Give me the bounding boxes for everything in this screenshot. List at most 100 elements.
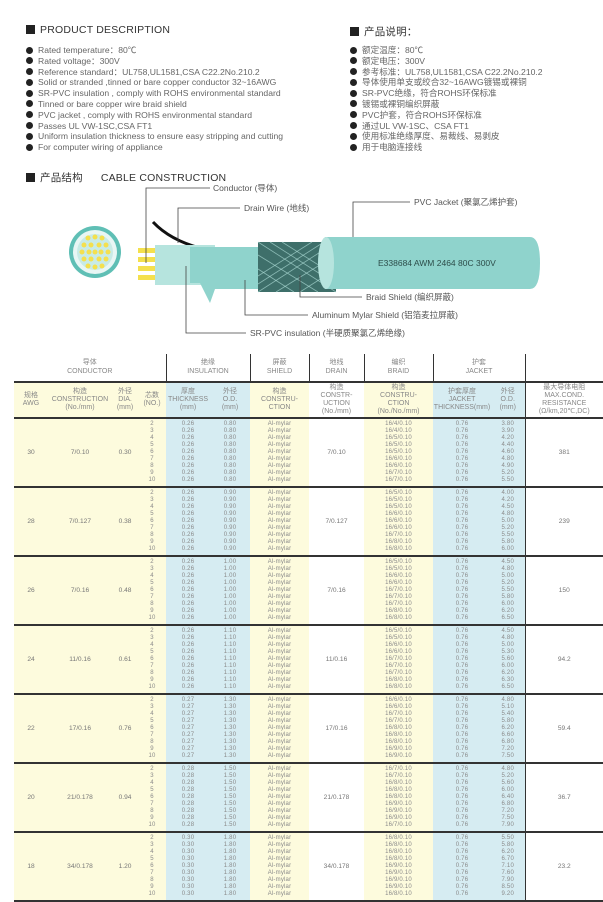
cell-value: 16/5/0.10 — [385, 442, 412, 448]
group-jacket: 护套 JACKET — [432, 354, 525, 382]
cell-value: 0.76 — [455, 787, 469, 793]
cell-ins_thk: 0.26 0.26 0.26 0.26 0.26 0.26 0.26 0.26 0.26 — [166, 418, 210, 488]
table-row: 22 17/0.16 0.76 2 3 4 5 6 7 8 9 10 0.27 0.27 0.27 0.27 0… — [14, 694, 603, 764]
cell-value: 16/8/0.10 — [385, 684, 412, 690]
header-cores: 芯数 (NO.) — [138, 381, 166, 419]
cell-value: 16/6/0.10 — [385, 642, 412, 648]
cell-value: 4 — [150, 711, 154, 717]
cell-stack: 2 3 4 5 6 7 8 9 10 — [138, 766, 166, 829]
cell-value: 0.76 — [455, 766, 469, 772]
cell-stack: 4.80 5.20 5.60 6.00 6.40 6.80 7.20 7.50 7.90 — [491, 766, 525, 829]
cell-value: 0.26 — [181, 594, 195, 600]
cell-value: Al-mylar — [267, 739, 292, 745]
cell-value: 0.28 — [181, 787, 195, 793]
cell-value: 1.30 — [223, 704, 237, 710]
cell-value: 1.10 — [223, 684, 237, 690]
cell-jk_od: 4.00 4.20 4.50 4.80 5.00 5.20 5.50 5.80 6.00 — [491, 487, 525, 557]
cell-value: 16/7/0.10 — [385, 670, 412, 676]
cell-value: 0.76 — [455, 753, 469, 759]
cell-value: 0.30 — [181, 849, 195, 855]
cell-value: 1.00 — [223, 587, 237, 593]
cell-value: 3 — [150, 497, 154, 503]
cell-value: 0.30 — [181, 863, 195, 869]
cell-braid: 16/7/0.10 16/7/0.10 16/8/0.10 16/8/0.10 16/8… — [364, 763, 433, 833]
cell-value: 0.76 — [455, 835, 469, 841]
cell-value: 0.76 — [455, 518, 469, 524]
cell-value: 0.76 — [455, 670, 469, 676]
cell-value: 5.50 — [501, 532, 514, 538]
cell-value: 5 — [150, 787, 154, 793]
label-insulation: SR-PVC insulation (半硬质聚氯乙烯绝缘) — [250, 328, 405, 338]
cell-value: 16/6/0.10 — [385, 463, 412, 469]
cell-value: 5 — [150, 442, 154, 448]
table-row: 28 7/0.127 0.38 2 3 4 5 6 7 8 9 10 0.26 0.26 0.26 0.26 0… — [14, 487, 603, 557]
cell-value: 16/7/0.10 — [385, 594, 412, 600]
cell-value: 3 — [150, 428, 154, 434]
cell-value: 1.30 — [223, 711, 237, 717]
cell-stack: Al-mylar Al-mylar Al-mylar Al-mylar Al-mylar… — [250, 421, 309, 484]
cell-value: 16/6/0.10 — [385, 704, 412, 710]
cell-resistance: 239 — [524, 487, 603, 557]
cell-value: 0.90 — [223, 539, 237, 545]
cell-value: 16/7/0.10 — [385, 766, 412, 772]
cell-value: 150 — [558, 587, 570, 594]
cell-jk_thk: 0.76 0.76 0.76 0.76 0.76 0.76 0.76 0.76 0.76 — [433, 487, 491, 557]
cell-stack: 1.00 1.00 1.00 1.00 1.00 1.00 1.00 1.00 1.00 — [210, 559, 250, 622]
cell-value: 8 — [150, 808, 154, 814]
cell-value: 6.80 — [501, 801, 514, 807]
cell-value: 0.80 — [223, 449, 237, 455]
cell-value: 0.26 — [181, 490, 195, 496]
table-row: 18 34/0.178 1.20 2 3 4 5 6 7 8 9 10 0.30 0.30 0.30 0.30… — [14, 832, 603, 902]
cell-value: 3 — [150, 773, 154, 779]
cell-value: 6.80 — [501, 739, 514, 745]
cell-value: Al-mylar — [267, 587, 292, 593]
cell-value: 16/9/0.10 — [385, 815, 412, 821]
cell-value: 34/0.178 — [67, 863, 93, 870]
cell-value: 0.90 — [223, 518, 237, 524]
cell-value: 0.76 — [455, 884, 469, 890]
cell-value: 10 — [148, 684, 156, 690]
cell-awg: 30 — [14, 418, 48, 488]
cable-marking: E338684 AWM 2464 80C 300V — [378, 258, 496, 268]
cell-value: 0.90 — [223, 497, 237, 503]
cell-value: 16/6/0.10 — [385, 525, 412, 531]
cell-value: 1.10 — [223, 656, 237, 662]
description-item: Rated voltage：300V — [26, 56, 283, 67]
cell-value: 16/5/0.10 — [385, 635, 412, 641]
cell-value: Al-mylar — [267, 877, 292, 883]
cell-value: 5.50 — [501, 835, 514, 841]
cell-value: 4 — [150, 435, 154, 441]
cell-value: 0.26 — [181, 580, 195, 586]
cell-value: Al-mylar — [267, 815, 292, 821]
table-row: 20 21/0.178 0.94 2 3 4 5 6 7 8 9 10 0.28 0.28 0.28 0.28… — [14, 763, 603, 833]
cell-value: 0.27 — [181, 739, 195, 745]
cell-value: Al-mylar — [267, 891, 292, 897]
cell-value: 4.50 — [501, 559, 514, 565]
cell-drain: 21/0.178 — [309, 763, 364, 833]
cell-value: 7/0.10 — [70, 449, 90, 456]
cell-value: 1.50 — [223, 766, 237, 772]
cell-value: Al-mylar — [267, 601, 292, 607]
cell-shield: Al-mylar Al-mylar Al-mylar Al-mylar Al-mylar… — [250, 625, 309, 695]
cell-value: Al-mylar — [267, 518, 292, 524]
cell-value: 6.30 — [501, 677, 514, 683]
cell-value: 6.60 — [501, 732, 514, 738]
cell-value: Al-mylar — [267, 642, 292, 648]
cell-value: Al-mylar — [267, 746, 292, 752]
cell-value: 16/5/0.10 — [385, 504, 412, 510]
cell-value: 16/7/0.10 — [385, 477, 412, 483]
cell-value: 1.50 — [223, 808, 237, 814]
description-item-cn: 额定温度：80℃ — [350, 45, 543, 56]
cell-stack: 2 3 4 5 6 7 8 9 10 — [138, 490, 166, 553]
cell-value: 22 — [27, 725, 35, 732]
cell-value: 0.26 — [181, 518, 195, 524]
cell-value: 0.90 — [223, 511, 237, 517]
cell-value: 16/6/0.10 — [385, 456, 412, 462]
heading-text: 产品说明： — [364, 26, 418, 38]
cell-value: 1.00 — [223, 566, 237, 572]
cell-value: 3 — [150, 704, 154, 710]
description-item: PVC jacket , comply with ROHS environmen… — [26, 110, 283, 121]
cell-value: 5.50 — [501, 477, 514, 483]
cell-stack: 2 3 4 5 6 7 8 9 10 — [138, 628, 166, 691]
cell-value: 1.50 — [223, 801, 237, 807]
